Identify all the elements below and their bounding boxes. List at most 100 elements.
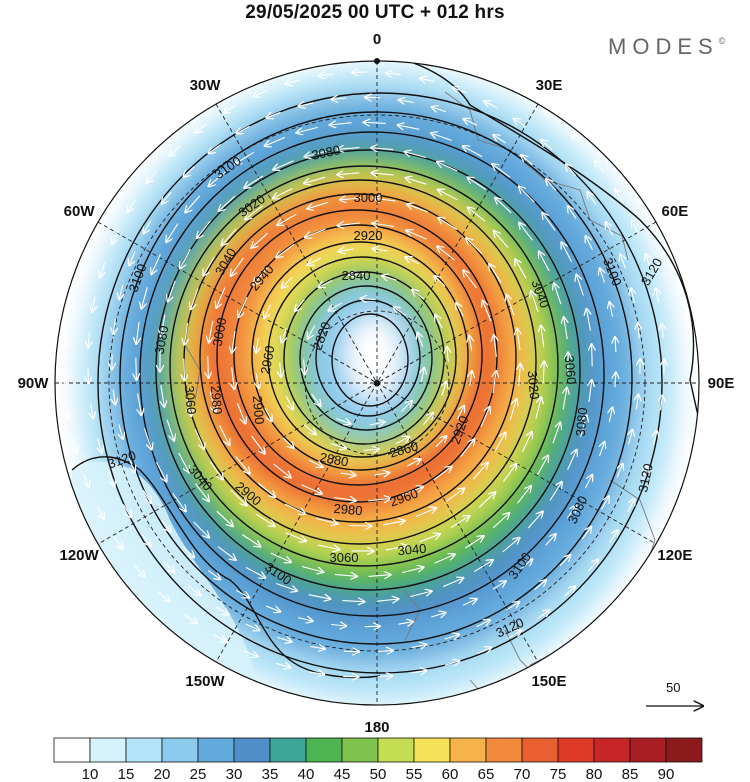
- colorbar-tick-label: 60: [442, 766, 459, 782]
- wind-vector: [562, 242, 573, 263]
- wind-vector: [188, 585, 200, 595]
- wind-vector: [423, 413, 434, 425]
- wind-vector: [376, 599, 399, 601]
- contour-label-text: 2880: [319, 450, 350, 470]
- colorbar-tick-label: 25: [190, 766, 207, 782]
- colorbar-tick-label: 75: [550, 766, 567, 782]
- wind-vector: [537, 610, 549, 620]
- wind-vector: [444, 634, 459, 639]
- longitude-label: 180: [364, 719, 389, 736]
- wind-vector: [194, 428, 204, 449]
- copyright-mark: ©: [718, 36, 726, 46]
- contour-label-text: 3040: [397, 541, 427, 558]
- wind-vector: [236, 402, 245, 423]
- contour-label: 2900: [250, 395, 267, 425]
- contour-label: 2860: [388, 439, 420, 461]
- wind-vector: [492, 581, 506, 590]
- wind-vector: [554, 283, 562, 305]
- wind-vector: [364, 626, 380, 627]
- wind-vector: [463, 119, 478, 126]
- colorbar-swatch: [89, 737, 127, 763]
- wind-vector: [158, 591, 169, 602]
- wind-vector: [468, 177, 487, 190]
- wind-vector: [438, 218, 458, 231]
- wind-vector: [484, 101, 498, 109]
- wind-vector: [338, 223, 360, 226]
- wind-vector: [331, 444, 346, 449]
- colorbar-swatch: [557, 737, 595, 763]
- longitude-label: 150E: [531, 673, 566, 690]
- wind-vector: [185, 394, 191, 416]
- contour-label-text: 2840: [342, 268, 371, 283]
- wind-vector: [113, 389, 115, 405]
- wind-vector: [377, 650, 393, 651]
- wind-vector: [493, 135, 507, 144]
- wind-vector: [280, 362, 281, 377]
- wind-vector: [245, 566, 265, 577]
- contour-label: 2980: [333, 501, 363, 518]
- wind-vector: [489, 264, 502, 283]
- contour-label-text: 3000: [210, 316, 230, 347]
- wind-vector: [319, 279, 333, 287]
- wind-vector: [82, 472, 89, 487]
- wind-vector: [450, 516, 470, 529]
- wind-vector: [134, 565, 145, 577]
- wind-vector: [197, 220, 212, 238]
- wind-vector: [587, 560, 598, 572]
- wind-vector: [545, 534, 556, 546]
- wind-vector: [334, 574, 357, 576]
- wind-vector: [191, 288, 199, 310]
- wind-vector: [251, 435, 265, 454]
- wind-vector: [266, 606, 280, 611]
- wind-vector: [508, 631, 521, 639]
- wind-vector: [244, 175, 264, 188]
- wind-vector: [502, 538, 520, 553]
- wind-vector: [456, 303, 464, 317]
- contour-label: 3020: [525, 370, 542, 400]
- wind-vector: [166, 223, 179, 243]
- wind-vector: [519, 187, 535, 203]
- wind-vector: [144, 428, 152, 450]
- wind-vector: [494, 335, 497, 357]
- wind-vector: [374, 473, 390, 476]
- wind-vector: [342, 601, 364, 602]
- wind-vector: [468, 208, 486, 222]
- wind-vector: [566, 506, 576, 519]
- wind-vector: [377, 676, 393, 677]
- contour-label-text: 3080: [310, 142, 341, 163]
- colorbar-tick-label: 40: [298, 766, 315, 782]
- wind-vector: [567, 450, 577, 471]
- colorbar-swatch: [233, 737, 271, 763]
- brand-logo: MODES©: [608, 34, 725, 60]
- wind-vector: [386, 73, 402, 75]
- wind-vector: [406, 230, 427, 240]
- wind-vector: [143, 220, 152, 234]
- colorbar-tick-label: 85: [622, 766, 639, 782]
- wind-vector: [417, 333, 422, 347]
- wind-vector: [256, 373, 258, 388]
- wind-vector: [469, 336, 471, 351]
- wind-vector: [616, 464, 623, 478]
- contour-label: 3000: [354, 190, 383, 205]
- colorbar-swatch: [629, 737, 667, 763]
- wind-vector: [333, 498, 356, 501]
- wind-vector: [419, 534, 440, 543]
- longitude-labels: 0 30E 60E 90E 120E 150E 180 150W 120W 90W 60W 30W: [18, 31, 735, 736]
- wind-vector: [161, 519, 171, 532]
- wind-vector: [96, 505, 104, 519]
- wind-vector: [464, 536, 484, 549]
- wind-vector: [98, 438, 102, 453]
- wind-vector: [231, 257, 244, 276]
- wind-vector: [195, 483, 209, 502]
- wind-vector: [245, 623, 260, 630]
- wind-vector: [407, 204, 428, 213]
- wind-vector: [285, 54, 300, 58]
- colorbar-swatch: [377, 737, 415, 763]
- wind-vector: [328, 302, 342, 310]
- contour-label-text: 3080: [573, 407, 590, 437]
- wind-vector: [318, 74, 334, 76]
- wind-vector: [542, 213, 556, 231]
- wind-vector: [295, 299, 305, 312]
- colorbar-swatch: [593, 737, 631, 763]
- wind-vector: [273, 187, 293, 198]
